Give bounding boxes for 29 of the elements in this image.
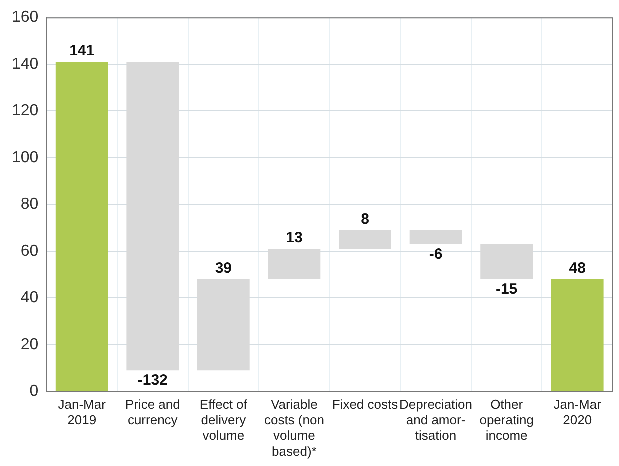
y-tick-label: 40 — [20, 290, 39, 307]
data-label: 141 — [70, 42, 95, 60]
bar — [551, 279, 604, 392]
bar — [410, 230, 462, 244]
y-tick-label: 80 — [20, 196, 39, 214]
x-tick-label: Price and currency — [125, 396, 180, 428]
data-label: -132 — [138, 372, 168, 390]
data-label: -15 — [496, 281, 518, 298]
x-tick-label: Effect of delivery volume — [200, 396, 248, 444]
y-tick-label: 0 — [30, 383, 39, 400]
bar — [339, 230, 392, 250]
x-tick-label: Jan-Mar 2020 — [554, 396, 602, 428]
y-tick-label: 60 — [20, 242, 39, 260]
data-label: 8 — [361, 210, 370, 228]
data-label: 13 — [286, 230, 303, 247]
y-tick-label: 100 — [12, 149, 39, 166]
x-tick-label: Other operating income — [480, 396, 534, 444]
x-tick-label: Fixed costs — [332, 396, 399, 412]
x-tick-label: Depreciation and amor-tisation — [400, 396, 473, 444]
bar — [56, 62, 108, 392]
data-label: -6 — [429, 246, 443, 263]
y-tick-label: 160 — [12, 9, 39, 26]
y-tick-label: 20 — [20, 336, 39, 354]
x-tick-label: Variable costs (non volume based)* — [264, 396, 324, 459]
data-label: 39 — [215, 260, 232, 278]
y-tick-label: 120 — [12, 102, 39, 120]
x-tick-label: Jan-Mar 2019 — [58, 396, 107, 428]
y-tick-label: 140 — [12, 56, 39, 73]
data-label: 48 — [569, 260, 586, 278]
